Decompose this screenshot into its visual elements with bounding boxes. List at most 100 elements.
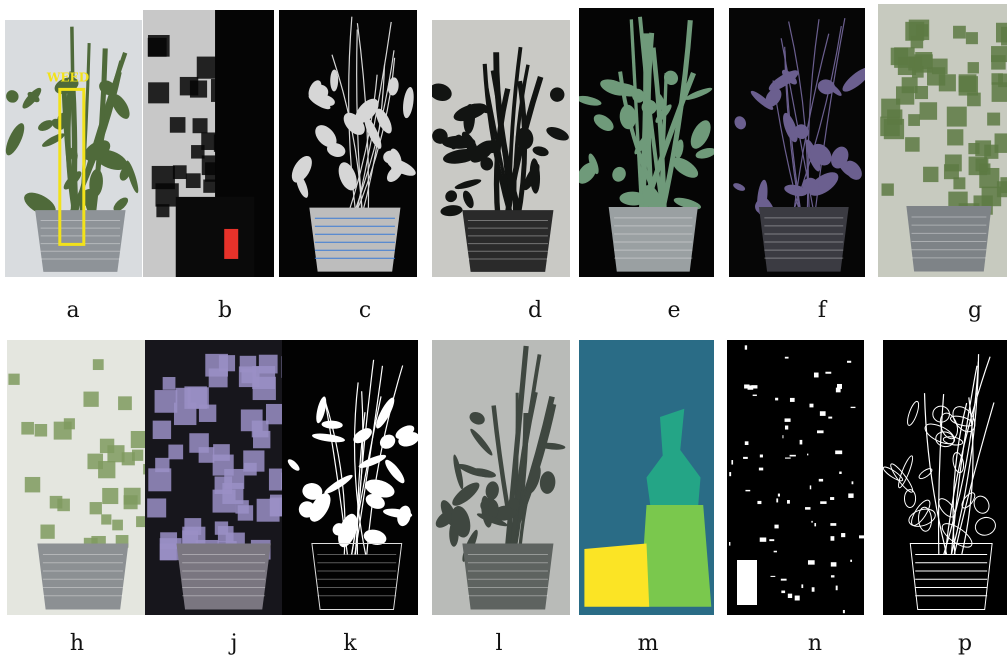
- pixel-block: [953, 25, 966, 39]
- sparse-pixel: [807, 560, 815, 565]
- image-panel-h: [7, 340, 145, 615]
- plant-leaf: [532, 146, 549, 157]
- sparse-pixel: [744, 345, 748, 350]
- plant-leaf: [445, 190, 458, 203]
- plant-leaf: [398, 431, 418, 447]
- plant-leaf: [529, 158, 541, 194]
- plant-stem: [70, 26, 79, 221]
- plant-leaf: [579, 162, 597, 184]
- pixel-block: [914, 86, 929, 100]
- plant-leaf: [453, 454, 464, 490]
- plant-stem: [507, 46, 523, 221]
- plant-leaf: [432, 83, 452, 102]
- pixel-block: [162, 377, 176, 390]
- pixel-block: [958, 76, 979, 96]
- plant-leaf: [469, 411, 485, 425]
- plant-stem: [937, 393, 945, 555]
- plant-leaf: [842, 67, 865, 92]
- plant-leaf: [324, 474, 353, 494]
- plant-leaf: [330, 69, 339, 92]
- plant-leaf: [471, 103, 493, 114]
- plant-leaf: [113, 197, 129, 212]
- flower-pot: [176, 543, 271, 610]
- sparse-pixel: [809, 403, 814, 408]
- segment-region-3: [584, 543, 650, 607]
- pixel-block: [224, 468, 245, 489]
- caption-l: l: [495, 631, 503, 656]
- panel-b-image: [143, 10, 274, 277]
- plant-stem: [650, 47, 667, 218]
- plant-leaf: [794, 124, 809, 139]
- pixel-block: [214, 521, 229, 535]
- pixel-block: [881, 183, 894, 196]
- flower-pot: [462, 543, 554, 610]
- plant-stem: [961, 397, 974, 555]
- panel-j-image: [145, 340, 288, 615]
- sparse-pixel: [782, 435, 784, 439]
- sparse-pixel: [819, 411, 826, 416]
- plant-leaf: [672, 157, 699, 178]
- plant-leaf: [440, 205, 463, 217]
- plant-leaf: [403, 87, 414, 119]
- sparse-pixel: [839, 471, 842, 474]
- pixel-block: [24, 476, 41, 493]
- plant-leaf: [973, 495, 990, 514]
- plant-leaf: [817, 79, 836, 95]
- pixel-block: [40, 524, 55, 539]
- sparse-pixel: [830, 575, 835, 578]
- plant-leaf: [908, 508, 936, 527]
- pixel-block: [905, 137, 920, 152]
- plant-leaf: [918, 468, 933, 480]
- image-panel-d: [432, 20, 570, 277]
- panel-m-image: [579, 340, 714, 615]
- plant-leaf: [343, 112, 365, 135]
- plant-leaf: [961, 492, 976, 509]
- plant-leaf: [690, 120, 711, 149]
- plant-leaf: [470, 428, 493, 456]
- plant-stem: [356, 412, 366, 555]
- plant-leaf: [27, 91, 40, 103]
- plant-leaf: [452, 482, 480, 506]
- panel-d-image: [432, 20, 570, 277]
- plant-leaf: [526, 465, 541, 494]
- pixel-block: [189, 433, 209, 453]
- sparse-pixel: [828, 416, 833, 419]
- flower-pot: [35, 210, 126, 272]
- pixel-block: [919, 102, 938, 120]
- plant-leaf: [442, 148, 479, 164]
- pixel-block: [967, 62, 979, 74]
- pixel-block: [118, 396, 132, 411]
- plant-leaf: [451, 505, 471, 538]
- flower-pot: [906, 206, 992, 272]
- pixel-block: [151, 165, 175, 190]
- pixel-block: [172, 165, 187, 180]
- sparse-pixel: [770, 575, 776, 577]
- plant-stem: [509, 354, 542, 555]
- panel-c-image: [279, 10, 417, 277]
- pixel-block: [265, 403, 287, 425]
- pixel-block: [908, 114, 920, 126]
- plant-leaf: [810, 143, 832, 166]
- sparse-pixel: [780, 578, 787, 581]
- plant-leaf: [126, 160, 139, 194]
- plant-leaf: [332, 523, 345, 536]
- plant-leaf: [63, 171, 82, 190]
- pixel-block: [208, 368, 228, 388]
- caption-b: b: [217, 298, 233, 323]
- flower-pot: [462, 210, 554, 272]
- sparse-pixel: [729, 472, 732, 477]
- plant-stem: [953, 402, 995, 555]
- weed-bounding-box: [58, 87, 86, 246]
- pixel-block: [121, 452, 135, 466]
- sparse-pixel: [851, 481, 854, 485]
- pixel-block: [895, 86, 915, 105]
- sparse-pixel: [787, 593, 793, 599]
- pixel-block: [191, 145, 205, 159]
- caption-j: j: [230, 631, 238, 656]
- pixel-block: [218, 355, 236, 372]
- pixel-block: [131, 449, 144, 461]
- sparse-pixel: [859, 535, 864, 539]
- sparse-pixel: [758, 467, 764, 471]
- caption-g: g: [967, 298, 983, 323]
- plant-leaf: [315, 125, 337, 148]
